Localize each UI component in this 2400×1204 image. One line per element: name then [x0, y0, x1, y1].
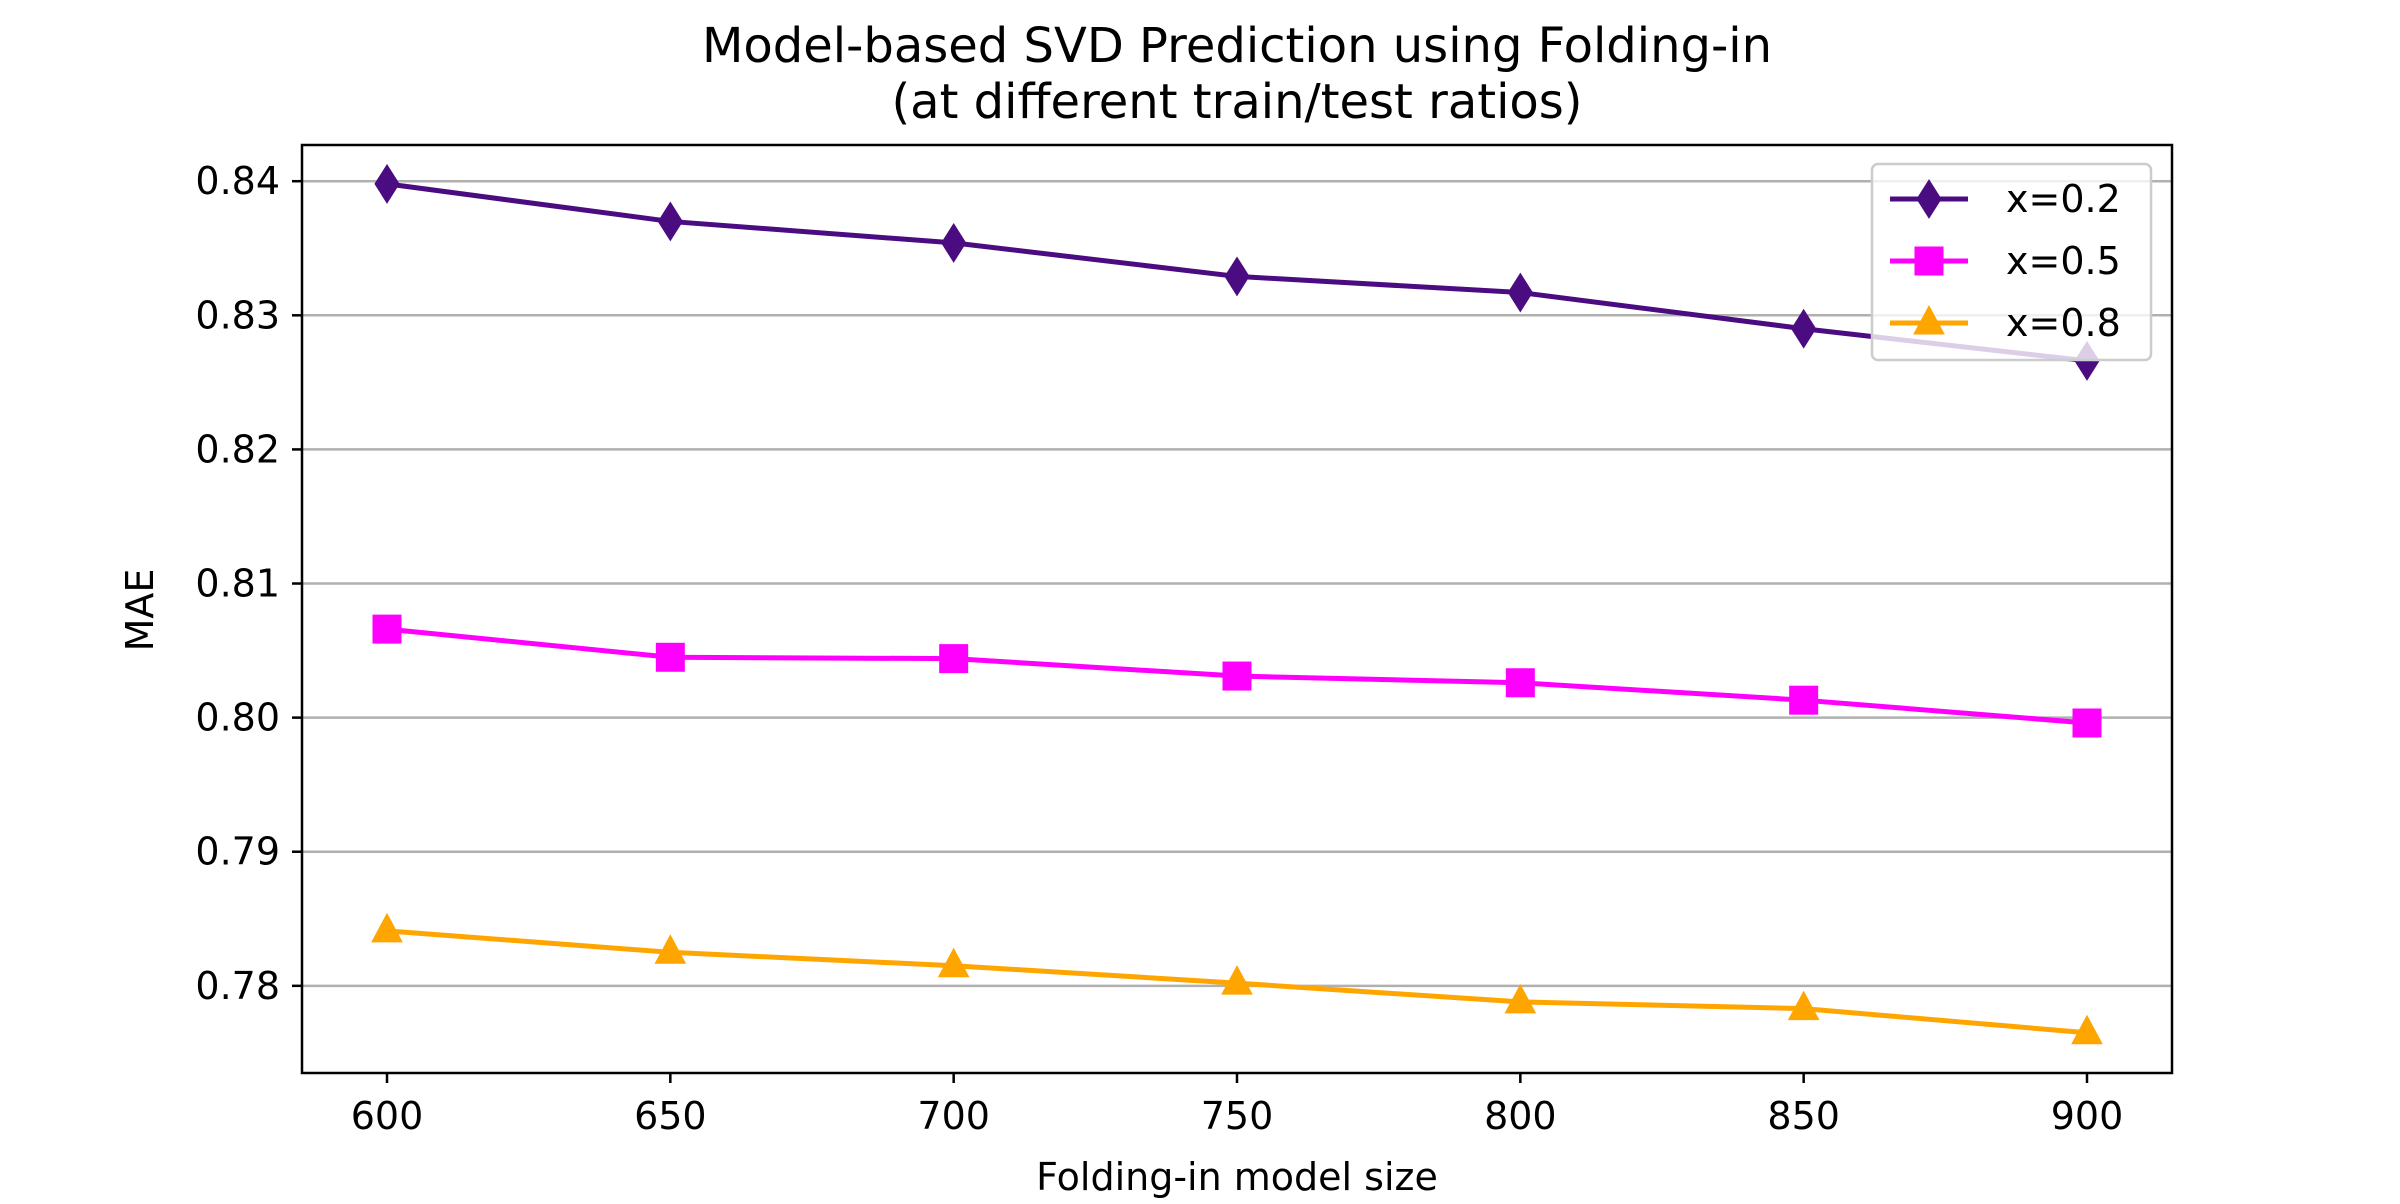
- y-tick-label: 0.84: [195, 159, 280, 203]
- axis-ticks: 0.78 0.79 0.80 0.81 0.82 0.83 0.84 600 650 700 750…: [195, 159, 2123, 1138]
- y-tick-label: 0.83: [195, 293, 280, 337]
- grid-lines: [302, 179, 2172, 988]
- y-tick-label: 0.79: [195, 830, 280, 874]
- data-point: [1222, 661, 1252, 691]
- data-point: [937, 947, 970, 978]
- data-point: [371, 912, 403, 943]
- legend-marker: [1913, 304, 1945, 335]
- y-tick-label: 0.82: [195, 427, 280, 471]
- data-point: [655, 642, 685, 672]
- data-point: [1504, 983, 1537, 1014]
- y-tick-label: 0.78: [195, 964, 280, 1008]
- legend-label: x=0.8: [2006, 301, 2121, 345]
- legend: x=0.2 x=0.5 x=0.8: [1870, 162, 2153, 362]
- series-x=0.5: [372, 614, 2102, 738]
- x-tick-label: 600: [351, 1094, 424, 1138]
- legend-label: x=0.5: [2006, 239, 2121, 283]
- legend-label: x=0.2: [2006, 177, 2121, 221]
- x-axis-label: Folding-in model size: [1036, 1155, 1438, 1199]
- legend-box: [1870, 162, 2153, 362]
- data-point: [1507, 272, 1533, 313]
- y-tick-label: 0.81: [195, 562, 280, 606]
- legend-entry: x=0.8: [1890, 301, 2121, 345]
- data-point: [1787, 990, 1820, 1021]
- data-point: [2071, 1014, 2103, 1045]
- data-point: [1791, 308, 1817, 349]
- data-point: [1224, 256, 1250, 297]
- legend-entry: x=0.5: [1890, 239, 2121, 283]
- x-tick-label: 650: [634, 1094, 707, 1138]
- data-point: [939, 644, 969, 674]
- data-point: [657, 201, 683, 242]
- data-point: [374, 163, 400, 204]
- x-tick-label: 700: [917, 1094, 990, 1138]
- series-x=0.2: [374, 163, 2100, 381]
- chart-title: Model-based SVD Prediction using Folding…: [702, 18, 1772, 74]
- data-point: [1221, 965, 1253, 995]
- y-tick-label: 0.80: [195, 696, 280, 740]
- x-tick-label: 800: [1484, 1094, 1557, 1138]
- x-tick-label: 750: [1201, 1094, 1274, 1138]
- legend-marker: [1916, 179, 1942, 219]
- chart-subtitle: (at different train/test ratios): [891, 74, 1582, 130]
- data-point: [2072, 708, 2102, 738]
- data-point: [372, 614, 402, 644]
- series-x=0.8: [371, 912, 2103, 1045]
- y-axis-label: MAE: [118, 569, 162, 652]
- x-tick-label: 850: [1767, 1094, 1840, 1138]
- legend-entry: x=0.2: [1890, 177, 2121, 221]
- x-tick-label: 900: [2051, 1094, 2124, 1138]
- series-group: [371, 163, 2103, 1045]
- data-point: [1789, 685, 1819, 715]
- data-point: [941, 222, 967, 263]
- data-point: [654, 934, 687, 964]
- legend-marker: [1914, 246, 1944, 276]
- data-point: [1505, 668, 1535, 698]
